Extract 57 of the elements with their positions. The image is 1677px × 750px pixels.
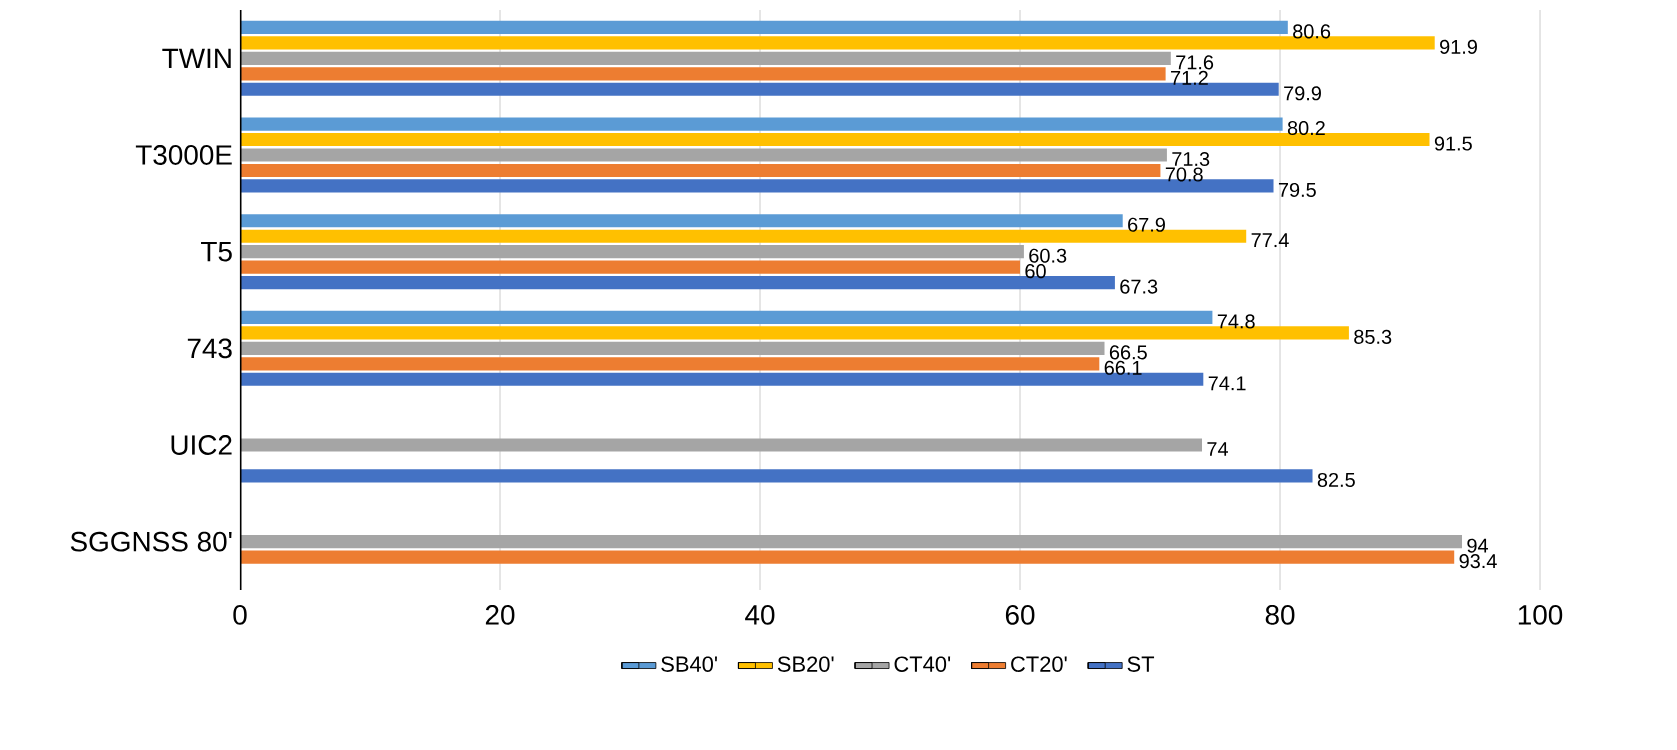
bar [240, 20, 1288, 34]
legend-label: CT20' [1011, 656, 1067, 672]
data-label: 80.2 [1287, 121, 1325, 136]
x-tick-label: 80 [1265, 605, 1295, 625]
bar [240, 51, 1171, 65]
data-label: 74.8 [1217, 314, 1255, 329]
bar [240, 67, 1166, 81]
bar [240, 245, 1024, 259]
legend-label: SB20' [777, 656, 834, 672]
data-label: 60 [1025, 264, 1046, 279]
y-tick-label: TWIN [162, 48, 231, 68]
bar [240, 148, 1167, 162]
data-label: 71.3 [1172, 151, 1210, 167]
data-label: 71.2 [1171, 70, 1208, 85]
bar [240, 260, 1021, 274]
bar [240, 438, 1203, 452]
data-label: 91.5 [1434, 136, 1472, 151]
bar [240, 357, 1100, 371]
bar [240, 310, 1213, 324]
data-label: 70.8 [1165, 167, 1203, 182]
data-label: 85.3 [1354, 329, 1392, 344]
data-label: 66.5 [1109, 345, 1147, 360]
x-tick-label: 20 [485, 605, 515, 625]
bar [240, 341, 1105, 355]
x-tick-label: 0 [233, 605, 247, 625]
y-tick-label: T5 [201, 241, 232, 262]
data-label: 74.1 [1208, 376, 1246, 391]
data-label: 93.4 [1459, 554, 1497, 569]
data-label: 80.6 [1293, 24, 1331, 39]
data-label: 66.1 [1104, 360, 1142, 375]
data-label: 67.9 [1128, 217, 1165, 232]
data-label: 60.3 [1029, 248, 1067, 263]
data-label: 94 [1467, 538, 1488, 553]
bar [240, 550, 1455, 564]
bar [240, 163, 1161, 178]
data-label: 77.4 [1251, 233, 1289, 248]
y-tick-label: UIC2 [171, 435, 232, 455]
data-label: 67.3 [1120, 279, 1158, 294]
x-tick-label: 60 [1005, 605, 1035, 625]
legend-label: ST [1127, 656, 1155, 672]
x-tick-label: 100 [1518, 605, 1563, 625]
bar [240, 535, 1463, 549]
bar [240, 214, 1123, 228]
legend-label: SB40' [661, 656, 717, 672]
data-label: 82.5 [1317, 472, 1355, 487]
y-tick-label: SGGNSS 80' [70, 531, 232, 552]
data-label: 91.9 [1440, 39, 1477, 54]
bar [240, 469, 1313, 483]
data-label: 74 [1207, 442, 1228, 456]
data-label: 71.6 [1176, 55, 1214, 70]
y-tick-label: T3000E [135, 145, 232, 165]
y-tick-label: 743 [187, 338, 232, 359]
data-label: 79.9 [1284, 86, 1321, 101]
bar [240, 117, 1283, 131]
data-label: 79.5 [1278, 182, 1316, 197]
legend-label: CT40' [894, 656, 951, 672]
x-tick-label: 40 [745, 605, 775, 625]
